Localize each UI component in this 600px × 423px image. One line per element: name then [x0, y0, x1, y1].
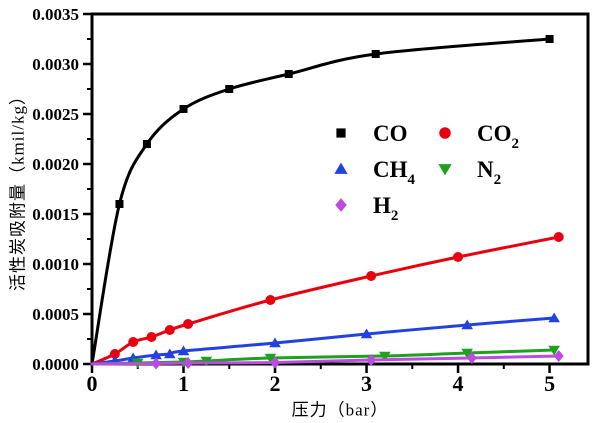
y-axis-title: 活性炭吸附量（kmil/kg）	[8, 87, 28, 291]
legend-marker-CO2	[439, 127, 451, 139]
series-marker-CH4	[360, 328, 373, 339]
series-marker-CO2	[453, 252, 464, 262]
y-tick-label: 0.0015	[32, 205, 79, 224]
series-marker-H2	[270, 356, 281, 369]
series-line-CO2	[90, 235, 561, 366]
x-axis-title: 压力（bar）	[291, 400, 389, 420]
series-marker-N2	[461, 348, 474, 359]
series-marker-CH4	[548, 312, 560, 323]
series-marker-CO2	[109, 349, 120, 359]
series-marker-CO	[545, 35, 554, 43]
x-tick-label: 2	[270, 371, 281, 396]
series-marker-CO2	[366, 271, 377, 281]
legend-label-CO2: CO2	[477, 121, 519, 152]
x-tick-label: 4	[453, 371, 464, 396]
legend-label-CH4: CH4	[373, 157, 416, 188]
series-marker-CO2	[146, 332, 157, 342]
series-marker-CO2	[183, 319, 194, 329]
series-marker-N2	[264, 353, 277, 364]
legend-marker-CO	[336, 128, 346, 138]
legend-marker-N2	[438, 164, 452, 176]
x-tick-label: 1	[178, 371, 189, 396]
series-marker-CH4	[150, 349, 162, 360]
x-tick-label: 5	[544, 371, 555, 396]
series-marker-CH4	[177, 345, 190, 356]
series-marker-CO2	[553, 232, 564, 242]
series-marker-CH4	[163, 348, 176, 359]
series-marker-H2	[183, 357, 194, 369]
series-marker-CO	[179, 105, 188, 113]
series-marker-CH4	[461, 319, 474, 330]
x-tick-label: 0	[87, 371, 98, 396]
y-tick-label: 0.0005	[32, 305, 79, 324]
y-tick-label: 0.0030	[32, 55, 79, 74]
series-marker-N2	[548, 345, 560, 356]
legend-label-H2: H2	[373, 193, 398, 224]
series-marker-N2	[379, 351, 391, 362]
series-marker-CH4	[269, 337, 281, 348]
series-marker-CO	[371, 50, 380, 58]
series-marker-CO2	[128, 337, 139, 347]
legend-marker-CH4	[334, 162, 348, 174]
series-marker-H2	[151, 357, 162, 370]
series-marker-CO2	[164, 325, 175, 335]
y-tick-label: 0.0025	[32, 105, 79, 124]
legend-marker-H2	[335, 198, 347, 212]
y-tick-label: 0.0000	[32, 355, 79, 374]
series-marker-H2	[366, 354, 377, 366]
series-line-CO	[90, 37, 552, 366]
series-marker-H2	[466, 352, 477, 364]
x-tick-label: 3	[361, 371, 372, 396]
legend-label-N2: N2	[477, 157, 501, 188]
y-tick-label: 0.0010	[32, 255, 79, 274]
series-marker-CO	[142, 140, 151, 148]
series-marker-CO	[115, 200, 124, 208]
series-marker-CO2	[265, 295, 276, 305]
y-tick-label: 0.0035	[32, 5, 79, 24]
series-marker-H2	[553, 350, 564, 362]
plot-frame	[90, 12, 590, 366]
y-tick-label: 0.0020	[32, 155, 79, 174]
series-marker-CO	[225, 85, 234, 93]
legend-label-CO: CO	[373, 121, 408, 146]
series-marker-CO	[284, 70, 293, 78]
